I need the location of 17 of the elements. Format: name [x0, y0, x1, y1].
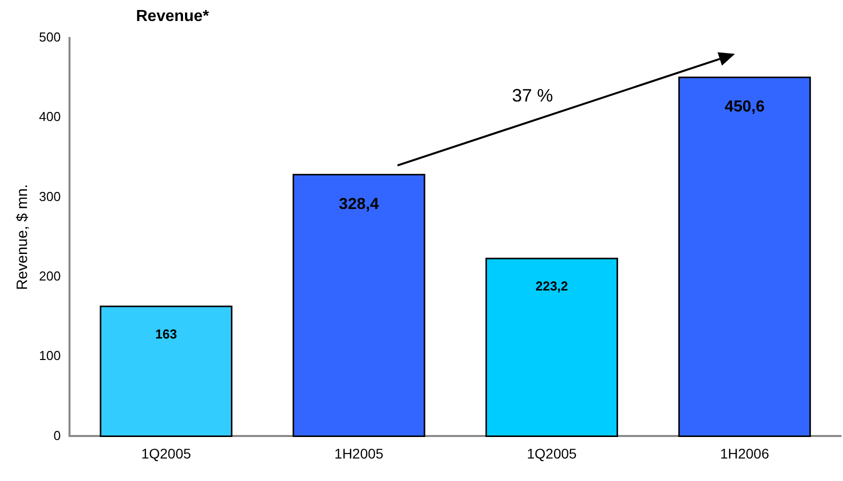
x-tick-label: 1Q2005	[141, 445, 192, 462]
annotation: 37 %	[512, 86, 553, 106]
chart-title: Revenue*	[136, 8, 209, 26]
y-tick-label: 500	[38, 30, 61, 45]
x-tick-label: 1Q2005	[526, 445, 577, 462]
y-tick-label: 300	[38, 188, 61, 204]
x-tick-label: 1H2006	[720, 445, 770, 462]
y-axis-title: Revenue, $ mn.	[14, 184, 32, 290]
y-tick-label: 0	[53, 428, 61, 443]
y-tick-label: 100	[38, 348, 61, 364]
data-label: 450,6	[724, 98, 765, 116]
data-label: 163	[155, 326, 177, 342]
y-tick-label: 400	[38, 109, 61, 124]
y-tick-label: 200	[38, 268, 61, 284]
data-label: 223,2	[535, 278, 568, 294]
x-tick-label: 1H2005	[334, 445, 384, 462]
data-label: 328,4	[338, 196, 380, 214]
